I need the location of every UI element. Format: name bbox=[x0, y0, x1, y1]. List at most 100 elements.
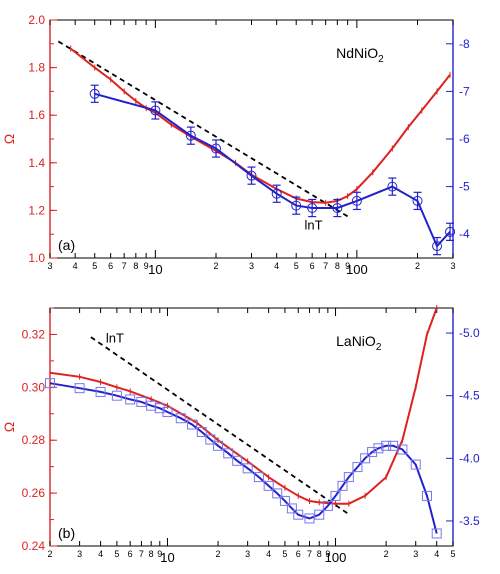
material-label-subscript: 2 bbox=[376, 342, 382, 353]
trend-label: lnT bbox=[305, 217, 323, 232]
y2-tick-label: -5.0 bbox=[459, 326, 480, 340]
data-point bbox=[45, 378, 55, 389]
x-tick-label: 2 bbox=[214, 261, 219, 271]
data-point bbox=[314, 509, 325, 520]
data-point bbox=[175, 413, 186, 424]
data-point bbox=[304, 513, 315, 524]
y2-tick-label: -4 bbox=[459, 227, 470, 241]
data-point bbox=[421, 490, 432, 501]
data-point bbox=[136, 396, 147, 407]
material-label: NdNiO2 bbox=[336, 45, 384, 65]
data-point bbox=[351, 195, 362, 206]
data-point bbox=[332, 203, 343, 214]
data-point bbox=[74, 383, 85, 394]
x-tick-label: 9 bbox=[345, 261, 350, 271]
data-point bbox=[286, 503, 297, 514]
data-point bbox=[397, 444, 408, 455]
data-point bbox=[431, 528, 442, 539]
y-tick-label: 0.28 bbox=[22, 433, 46, 447]
x-tick-label: 5 bbox=[294, 261, 299, 271]
data-point bbox=[445, 226, 456, 237]
data-point bbox=[253, 472, 264, 483]
panel-label: (a) bbox=[58, 237, 75, 253]
data-point bbox=[162, 406, 173, 417]
x-tick-label: 5 bbox=[92, 261, 97, 271]
x-tick-label: 5 bbox=[450, 549, 455, 559]
y-tick-label: 0.30 bbox=[22, 380, 46, 394]
x-tick-label: 3 bbox=[413, 549, 418, 559]
data-point bbox=[223, 448, 234, 459]
data-point bbox=[196, 427, 207, 438]
data-point bbox=[291, 200, 302, 211]
y-tick-label: 0.32 bbox=[22, 327, 46, 341]
data-point bbox=[185, 130, 196, 141]
x-tick-label: 2 bbox=[384, 549, 389, 559]
x-tick-label: 8 bbox=[335, 261, 340, 271]
x-tick-label: 8 bbox=[149, 549, 154, 559]
data-point bbox=[246, 170, 257, 181]
x-tick-label: 7 bbox=[122, 261, 127, 271]
y2-tick-label: -8 bbox=[459, 37, 470, 51]
x-tick-label: 4 bbox=[434, 549, 439, 559]
trend-line bbox=[90, 336, 350, 516]
data-point bbox=[95, 386, 106, 397]
y-tick-label: 1.2 bbox=[28, 203, 45, 217]
data-point bbox=[111, 390, 122, 401]
data-point bbox=[367, 447, 378, 458]
y-tick-label: 2.0 bbox=[28, 13, 45, 27]
x-tick-label: 5 bbox=[282, 549, 287, 559]
x-tick-label: 4 bbox=[266, 549, 271, 559]
data-point bbox=[337, 480, 348, 491]
data-point bbox=[154, 403, 165, 414]
y-tick-label: 0.26 bbox=[22, 486, 46, 500]
x-tick-label: 4 bbox=[73, 261, 78, 271]
panel-label: (b) bbox=[58, 525, 75, 541]
x-tick-label: 3 bbox=[47, 261, 52, 271]
x-tick-label: 2 bbox=[415, 261, 420, 271]
y-tick-label: 1.8 bbox=[28, 61, 45, 75]
data-point bbox=[322, 500, 333, 511]
data-point bbox=[352, 462, 363, 473]
x-tick-label: 3 bbox=[249, 261, 254, 271]
data-point bbox=[410, 459, 421, 470]
data-point bbox=[373, 443, 384, 454]
x-tick-label: 3 bbox=[245, 549, 250, 559]
x-tick-label: 4 bbox=[274, 261, 279, 271]
y-axis-label: Ω bbox=[1, 134, 17, 144]
y-tick-label: 1.0 bbox=[28, 251, 45, 265]
x-tick-label: 8 bbox=[317, 549, 322, 559]
y2-tick-label: -4.5 bbox=[459, 389, 480, 403]
x-tick-label: 3 bbox=[77, 549, 82, 559]
x-tick-label: 7 bbox=[307, 549, 312, 559]
y2-tick-label: -3.5 bbox=[459, 514, 480, 528]
data-point bbox=[307, 203, 318, 214]
data-point bbox=[387, 181, 398, 192]
fit-curve bbox=[94, 92, 451, 248]
data-point bbox=[271, 188, 282, 199]
x-tick-label: 5 bbox=[114, 549, 119, 559]
data-point bbox=[213, 440, 224, 451]
x-tick-label: 4 bbox=[98, 549, 103, 559]
data-point bbox=[89, 88, 100, 99]
y2-tick-label: -4.0 bbox=[459, 451, 480, 465]
material-label: LaNiO2 bbox=[336, 333, 382, 353]
x-tick-label: 6 bbox=[296, 549, 301, 559]
omega-curve bbox=[70, 47, 451, 204]
x-tick-label: 9 bbox=[144, 261, 149, 271]
trend-label: lnT bbox=[106, 330, 124, 345]
trend-line bbox=[57, 40, 351, 219]
x-tick-label: 7 bbox=[323, 261, 328, 271]
x-tick-label: 10 bbox=[148, 262, 162, 277]
data-point bbox=[330, 490, 341, 501]
x-tick-label: 2 bbox=[216, 549, 221, 559]
data-point bbox=[150, 105, 161, 116]
data-point bbox=[432, 241, 443, 252]
data-point bbox=[263, 480, 274, 491]
x-tick-label: 6 bbox=[310, 261, 315, 271]
data-point bbox=[232, 455, 243, 466]
y2-tick-label: -6 bbox=[459, 132, 470, 146]
x-tick-label: 7 bbox=[139, 549, 144, 559]
